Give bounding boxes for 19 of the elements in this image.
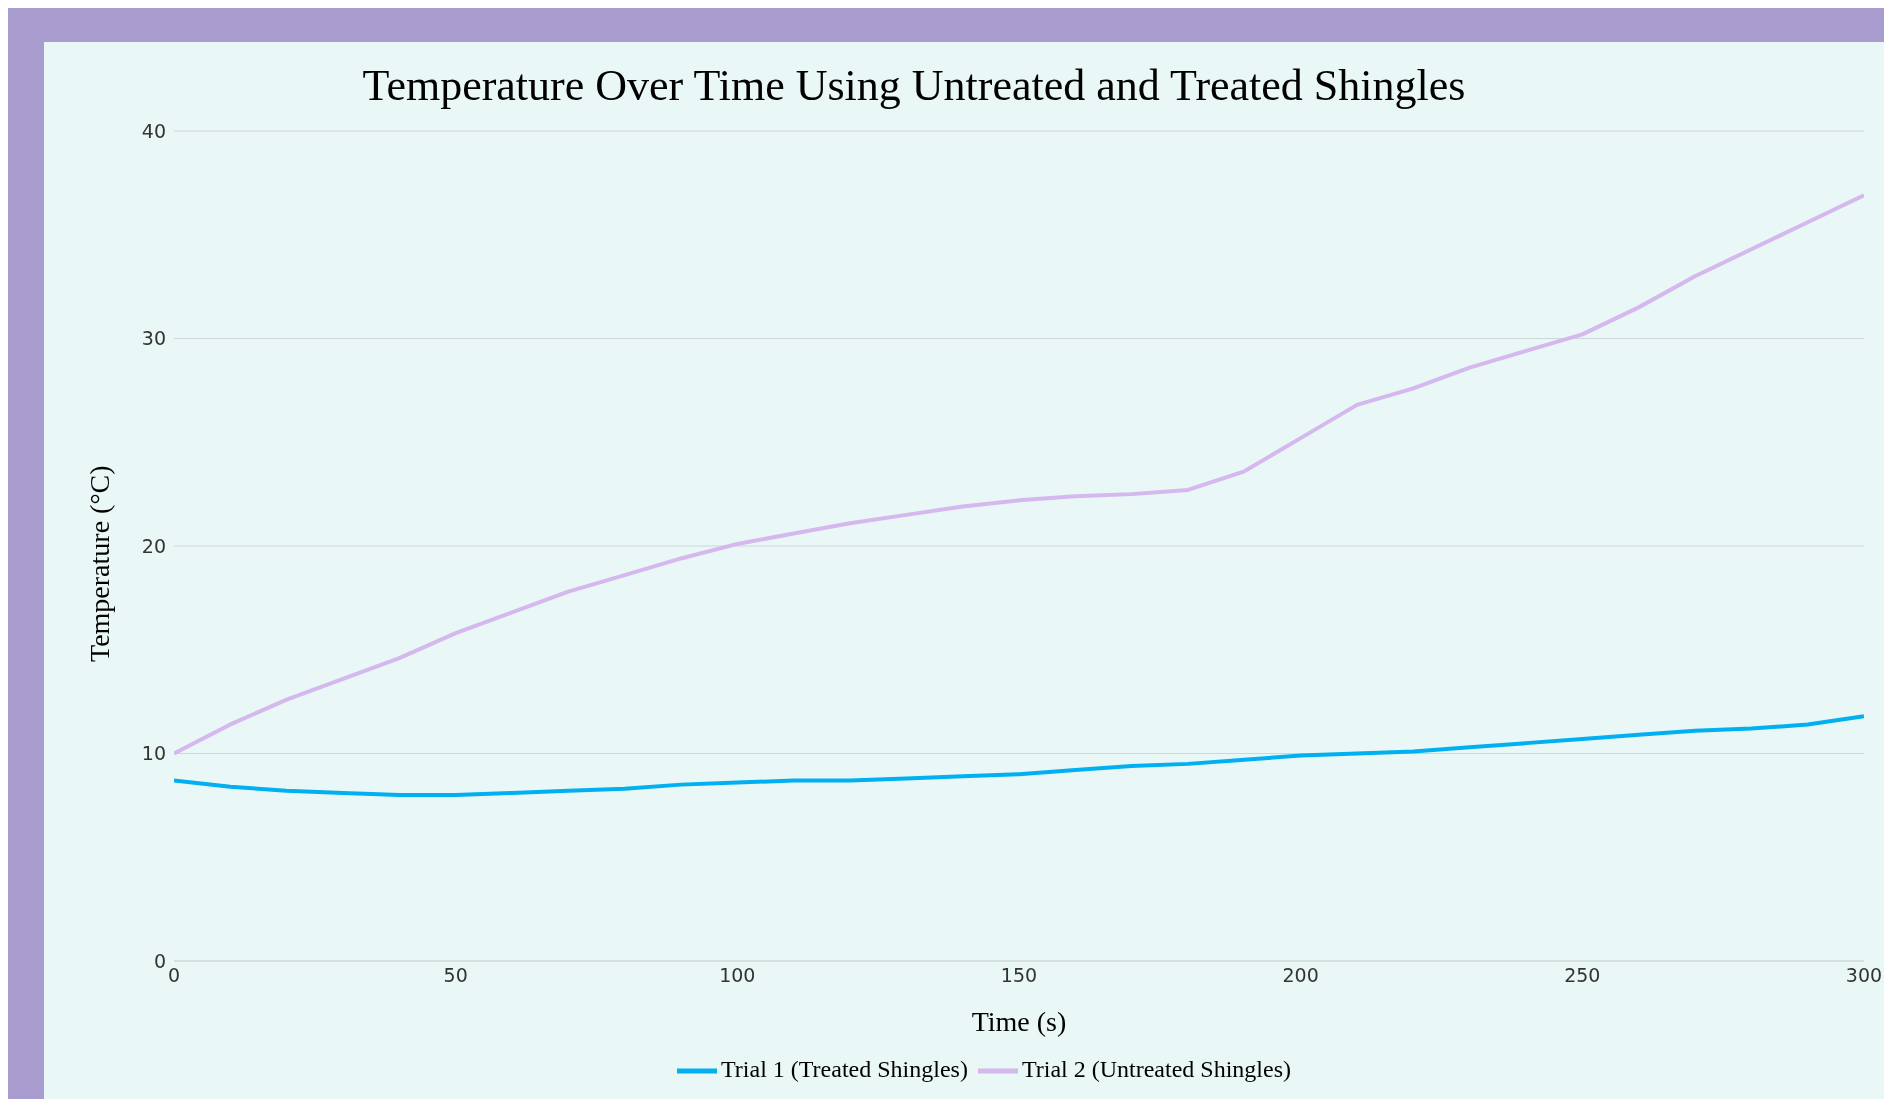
y-axis-title: Temperature (°C) <box>84 465 116 662</box>
y-tick-label: 10 <box>141 742 166 765</box>
x-tick-label: 200 <box>1282 964 1319 987</box>
x-tick-label: 300 <box>1845 964 1883 987</box>
x-tick-label: 50 <box>443 964 468 987</box>
y-tick-label: 20 <box>141 534 166 557</box>
x-tick-label: 0 <box>167 964 181 987</box>
y-tick-label: 0 <box>153 949 166 972</box>
x-tick-label: 100 <box>719 964 756 987</box>
line-series <box>174 714 1864 797</box>
legend-label: Trial 1 (Treated Shingles) <box>721 1055 968 1082</box>
y-tick-label: 30 <box>141 327 166 350</box>
line-series <box>174 193 1864 756</box>
legend-label: Trial 2 (Untreated Shingles) <box>1021 1055 1291 1082</box>
x-axis-title: Time (s) <box>971 1006 1067 1037</box>
x-tick-label: 150 <box>1000 964 1038 987</box>
chart-title: Temperature Over Time Using Untreated and Treated Shingles <box>361 60 1467 111</box>
y-tick-label: 40 <box>141 119 166 142</box>
x-tick-label: 250 <box>1564 964 1601 987</box>
